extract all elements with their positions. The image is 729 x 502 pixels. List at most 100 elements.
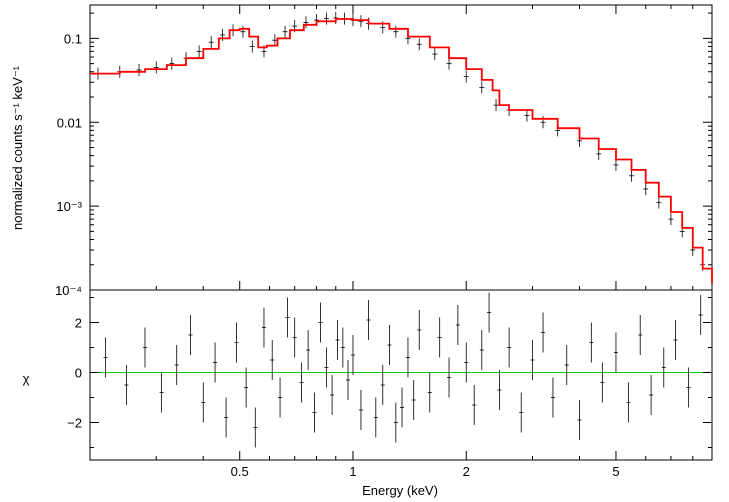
data-point (493, 99, 499, 112)
residual-point (626, 382, 631, 423)
spectrum-panel: 0.1 0.01 10⁻³ 10⁻⁴ normalized counts s⁻¹ ke… (10, 4, 713, 298)
residual-point (299, 362, 304, 403)
x-axis-title: Energy (keV) (362, 483, 438, 498)
model-line (90, 18, 713, 284)
residual-point (455, 305, 460, 345)
x-tick-label: 2 (463, 464, 470, 479)
data-point (303, 16, 309, 29)
residual-point (244, 367, 249, 408)
residual-point (324, 347, 329, 388)
residual-panel: 2 0 −2 0.5 1 2 5 χ Energy (keV) (23, 5, 713, 498)
x-tick-label: 1 (349, 464, 356, 479)
residual-point (340, 327, 345, 368)
residual-point (487, 292, 492, 333)
residual-point (405, 337, 410, 378)
residual-point (447, 357, 452, 398)
residual-point (400, 387, 405, 428)
residual-point (577, 400, 582, 440)
residual-point (188, 315, 193, 355)
data-point (249, 40, 255, 53)
residual-point (103, 337, 108, 378)
residual-point (638, 315, 643, 355)
residual-point (350, 335, 355, 375)
residual-plot-area (90, 292, 712, 448)
residual-point (472, 385, 477, 425)
data-point (524, 109, 530, 122)
data-point (153, 61, 159, 74)
y-tick-label: 0.01 (57, 115, 82, 130)
residual-point (285, 297, 290, 338)
residual-y-axis-title: χ (23, 371, 30, 386)
spectrum-y-axis-title: normalized counts s⁻¹ keV⁻¹ (10, 65, 25, 230)
energy-x-axis: 0.5 1 2 5 (89, 5, 713, 479)
data-point (643, 183, 649, 196)
residual-point (159, 372, 164, 413)
residual-point (427, 372, 432, 413)
residual-point (497, 370, 502, 410)
residual-y-tick-label: 0 (75, 366, 82, 381)
residual-point (417, 310, 422, 350)
spectrum-plot-area (90, 11, 713, 284)
data-point (446, 57, 452, 70)
x-tick-label: 5 (612, 464, 619, 479)
data-point (656, 196, 662, 209)
residual-point (564, 345, 569, 385)
residual-point (437, 317, 442, 358)
residual-y-axis: 2 0 −2 (67, 297, 712, 448)
residual-point (479, 330, 484, 370)
residual-y-tick-label: 2 (75, 316, 82, 331)
residual-point (224, 397, 229, 438)
y-tick-label: 10⁻⁴ (55, 283, 82, 298)
residual-point (387, 325, 392, 365)
spectrum-frame (89, 4, 713, 291)
residual-point (464, 342, 469, 383)
residual-point (253, 407, 258, 448)
residual-point (278, 377, 283, 418)
residual-point (358, 390, 363, 430)
data-point (282, 25, 288, 38)
residual-point (519, 392, 524, 433)
spectrum-y-axis: 0.1 0.01 10⁻³ 10⁻⁴ (55, 12, 712, 298)
data-point (240, 25, 246, 38)
residual-point (661, 347, 666, 388)
residual-point (346, 360, 351, 400)
residual-point (507, 327, 512, 368)
residual-point (270, 340, 275, 380)
residual-point (234, 322, 239, 363)
data-point (393, 25, 399, 38)
data-point (463, 70, 469, 83)
x-tick-label: 0.5 (231, 464, 249, 479)
residual-point (312, 392, 317, 433)
data-point (169, 57, 175, 70)
residual-point (589, 322, 594, 363)
residual-point (174, 345, 179, 385)
residual-point (393, 402, 398, 443)
residual-point (541, 312, 546, 353)
residual-point (673, 320, 678, 360)
residual-point (142, 327, 147, 368)
data-point (613, 158, 619, 171)
data-point (668, 213, 674, 226)
residual-point (373, 397, 378, 438)
data-point (136, 63, 142, 76)
residual-point (306, 330, 311, 370)
residual-point (649, 375, 654, 415)
residual-y-tick-label: −2 (67, 416, 82, 431)
residual-point (261, 307, 266, 348)
residual-point (380, 365, 385, 405)
residual-point (698, 295, 703, 335)
residual-point (686, 367, 691, 408)
data-point (432, 48, 438, 61)
residual-point (124, 365, 129, 405)
residual-frame (89, 289, 713, 461)
residual-point (411, 380, 416, 420)
residual-point (613, 332, 618, 373)
residual-point (213, 342, 218, 383)
data-point (416, 38, 422, 51)
data-point (323, 12, 329, 25)
residual-point (530, 340, 535, 380)
residual-point (335, 320, 340, 360)
residual-point (366, 300, 371, 340)
residual-point (550, 377, 555, 418)
